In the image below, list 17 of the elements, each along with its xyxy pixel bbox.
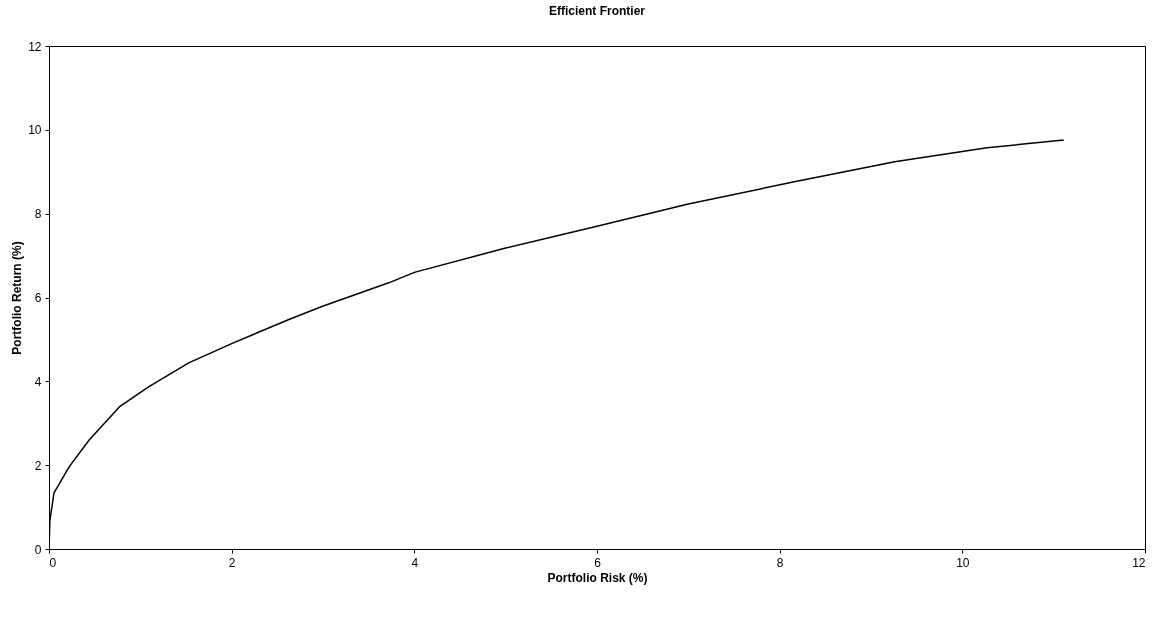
x-axis-title: Portfolio Risk (%) — [547, 570, 648, 585]
y-tick-label: 0 — [34, 542, 42, 557]
chart-title: Efficient Frontier — [548, 4, 646, 18]
y-tick-label: 12 — [28, 39, 42, 54]
x-tick-label: 4 — [411, 555, 419, 570]
x-tick-label: 0 — [49, 555, 57, 570]
x-tick-label: 6 — [594, 555, 602, 570]
y-tick-label: 10 — [28, 123, 42, 138]
y-tick-label: 6 — [34, 291, 42, 305]
x-tick-label: 2 — [228, 555, 236, 570]
y-axis-title: Portfolio Return (%) — [10, 241, 25, 355]
x-tick-label: 12 — [1132, 555, 1146, 570]
x-tick-label: 8 — [776, 555, 784, 570]
y-tick-label: 4 — [34, 374, 42, 389]
y-tick-label: 8 — [34, 207, 42, 222]
y-tick-label: 2 — [34, 458, 42, 473]
x-tick-label: 10 — [956, 555, 970, 570]
